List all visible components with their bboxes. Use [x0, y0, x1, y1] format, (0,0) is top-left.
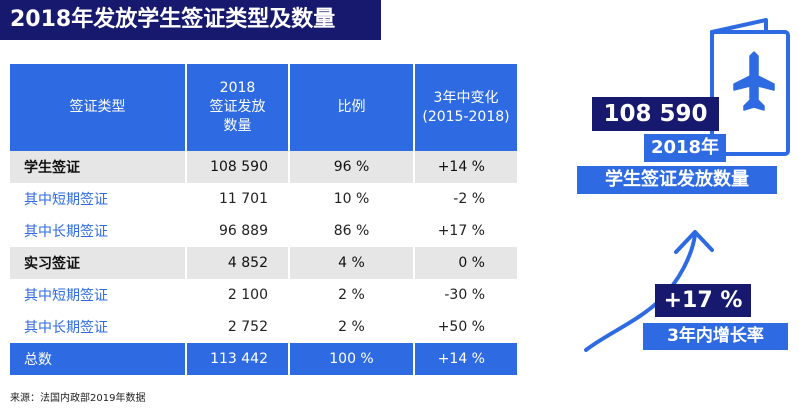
callout-growth-percent: +17 %	[655, 284, 751, 317]
cell-visa-type: 其中短期签证	[10, 183, 187, 215]
cell-count: 11 701	[186, 183, 290, 215]
cell-visa-type: 其中长期签证	[10, 215, 187, 247]
cell-visa-type: 其中短期签证	[10, 279, 187, 311]
page-title: 2018年发放学生签证类型及数量	[0, 0, 381, 40]
col-header-count: 2018 签证发放 数量	[186, 64, 290, 151]
table-row: 学生签证 108 590 96 % +14 %	[10, 151, 517, 183]
cell-visa-type: 其中长期签证	[10, 311, 187, 343]
callout-student-visa-count: 108 590	[592, 97, 719, 131]
cell-share: 4 %	[289, 247, 415, 279]
cell-count: 96 889	[186, 215, 290, 247]
cell-share: 2 %	[289, 311, 415, 343]
cell-visa-type: 实习签证	[10, 247, 187, 279]
cell-change: +17 %	[414, 215, 517, 247]
col-header-type: 签证类型	[10, 64, 187, 151]
cell-share: 86 %	[289, 215, 415, 247]
col-header-change: 3年中变化 (2015-2018)	[414, 64, 517, 151]
table-row: 其中短期签证 11 701 10 % -2 %	[10, 183, 517, 215]
source-note: 来源：法国内政部2019年数据	[10, 393, 146, 404]
visa-table: 签证类型 2018 签证发放 数量 比例 3年中变化 (2015-2018) 学生签证…	[10, 64, 517, 375]
table-header-row: 签证类型 2018 签证发放 数量 比例 3年中变化 (2015-2018)	[10, 64, 517, 151]
cell-change: -2 %	[414, 183, 517, 215]
passport-airplane-icon	[710, 18, 790, 156]
table-row: 总数 113 442 100 % +14 %	[10, 343, 517, 375]
cell-change: -30 %	[414, 279, 517, 311]
cell-visa-type: 学生签证	[10, 151, 187, 183]
cell-change: +14 %	[414, 151, 517, 183]
cell-visa-type: 总数	[10, 343, 187, 375]
callout-year-label: 2018年	[644, 134, 726, 162]
cell-count: 4 852	[186, 247, 290, 279]
table-row: 其中长期签证 2 752 2 % +50 %	[10, 311, 517, 343]
callout-growth-label: 3年内增长率	[643, 323, 788, 350]
cell-count: 2 752	[186, 311, 290, 343]
cell-share: 2 %	[289, 279, 415, 311]
cell-count: 113 442	[186, 343, 290, 375]
cell-count: 108 590	[186, 151, 290, 183]
cell-change: +14 %	[414, 343, 517, 375]
cell-change: +50 %	[414, 311, 517, 343]
table-row: 其中短期签证 2 100 2 % -30 %	[10, 279, 517, 311]
col-header-share: 比例	[289, 64, 415, 151]
cell-share: 100 %	[289, 343, 415, 375]
cell-change: 0 %	[414, 247, 517, 279]
table-row: 实习签证 4 852 4 % 0 %	[10, 247, 517, 279]
cell-count: 2 100	[186, 279, 290, 311]
callout-issued-label: 学生签证发放数量	[577, 166, 777, 194]
cell-share: 96 %	[289, 151, 415, 183]
table-body: 学生签证 108 590 96 % +14 % 其中短期签证 11 701 10 % -2 %…	[10, 151, 517, 375]
table-row: 其中长期签证 96 889 86 % +17 %	[10, 215, 517, 247]
cell-share: 10 %	[289, 183, 415, 215]
